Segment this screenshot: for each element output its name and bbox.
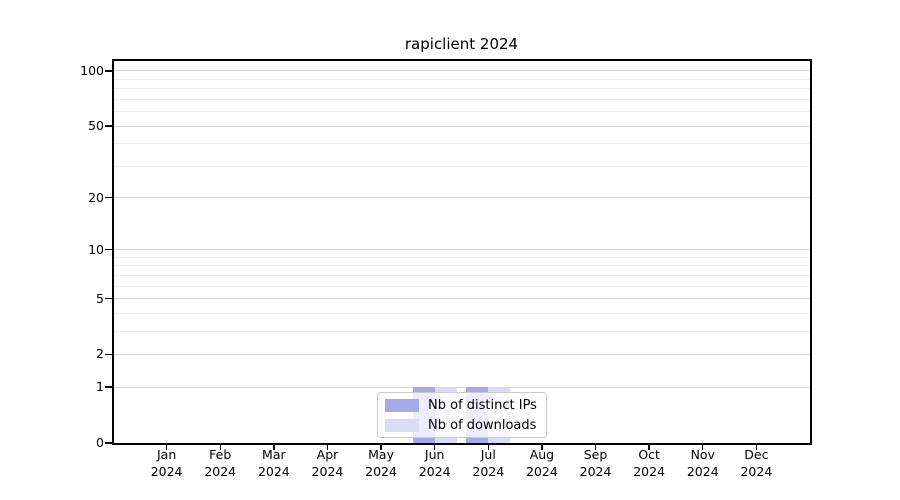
gridline: [114, 256, 810, 258]
gridline: [114, 165, 810, 167]
x-axis-tick: [219, 445, 221, 450]
x-axis-label: May 2024: [353, 447, 409, 480]
legend: Nb of distinct IPs Nb of downloads: [377, 392, 547, 438]
x-axis-label: Mar 2024: [246, 447, 302, 480]
x-axis-label-month: Oct: [638, 447, 660, 462]
y-axis-tick: [105, 249, 113, 251]
x-axis-label-year: 2024: [633, 463, 666, 479]
gridline: [114, 249, 810, 251]
y-axis-label: 0: [96, 435, 104, 450]
y-axis-label: 100: [80, 62, 104, 78]
x-axis-label: Aug 2024: [514, 447, 570, 480]
gridline: [114, 353, 810, 355]
x-axis-tick: [541, 445, 543, 450]
x-axis-tick: [380, 445, 382, 450]
y-axis-label: 1: [96, 379, 104, 395]
legend-row: Nb of downloads: [385, 416, 546, 435]
x-axis-label-month: Nov: [690, 447, 715, 462]
y-axis-tick: [105, 353, 113, 356]
gridline: [114, 312, 810, 314]
gridline: [114, 197, 810, 199]
x-axis-label-month: Dec: [744, 447, 769, 462]
y-axis-tick: [105, 386, 113, 388]
x-axis-label: Oct 2024: [621, 447, 677, 480]
x-axis-label: Jun 2024: [407, 447, 463, 480]
gridline: [114, 386, 810, 388]
x-axis-label: Sep 2024: [568, 447, 624, 480]
x-axis-label: Nov 2024: [675, 447, 731, 480]
x-axis-tick: [165, 445, 168, 450]
x-axis-label-year: 2024: [686, 463, 719, 479]
x-axis-label-year: 2024: [740, 463, 773, 479]
gridline: [114, 98, 810, 100]
legend-swatch: [385, 398, 419, 412]
legend-row: Nb of distinct IPs: [385, 396, 546, 415]
x-axis-label-month: Apr: [316, 447, 339, 462]
x-axis-label: Apr 2024: [299, 447, 355, 480]
x-axis-label-month: Jan: [156, 447, 177, 462]
y-axis-label: 2: [96, 346, 104, 362]
gridline: [114, 125, 810, 127]
y-axis-tick: [105, 70, 113, 72]
y-axis-tick: [105, 125, 113, 127]
gridline: [114, 330, 810, 332]
x-axis-label-month: Jul: [480, 447, 496, 462]
legend-label: Nb of downloads: [428, 417, 537, 433]
y-axis-label: 10: [88, 241, 104, 257]
x-axis-tick: [755, 445, 758, 450]
y-axis-label: 50: [88, 118, 104, 134]
y-axis-tick: [105, 297, 113, 300]
x-axis-label: Dec 2024: [728, 447, 784, 480]
y-axis-label: 5: [96, 290, 104, 306]
gridline: [114, 78, 810, 80]
gridline: [114, 265, 810, 267]
legend-swatch: [385, 418, 419, 432]
x-axis-label-year: 2024: [311, 463, 344, 479]
legend-label: Nb of distinct IPs: [428, 397, 537, 413]
x-axis-label-year: 2024: [579, 463, 612, 479]
x-axis-tick: [273, 445, 275, 450]
x-axis-label-year: 2024: [365, 463, 397, 479]
x-axis-label: Feb 2024: [192, 447, 248, 480]
gridline: [114, 274, 810, 276]
gridline: [114, 70, 810, 72]
x-axis-label-month: Mar: [262, 447, 286, 462]
gridline: [114, 285, 810, 287]
x-axis-label-year: 2024: [204, 463, 237, 479]
gridline: [114, 111, 810, 113]
gridline: [114, 88, 810, 90]
x-axis-label-month: Sep: [583, 447, 608, 462]
x-axis-tick: [594, 445, 597, 450]
x-axis-label: Jan 2024: [139, 447, 195, 480]
gridline: [114, 143, 810, 145]
x-axis-label-month: Aug: [529, 447, 555, 462]
x-axis-tick: [487, 445, 489, 450]
y-axis-tick: [105, 442, 113, 444]
x-axis-tick: [326, 445, 329, 450]
chart-title: rapiclient 2024: [404, 35, 519, 53]
y-axis-tick: [105, 196, 113, 199]
x-axis-label-year: 2024: [257, 463, 290, 479]
x-axis-label-month: May: [368, 447, 394, 462]
y-axis-label: 20: [88, 189, 104, 205]
x-axis-label: Jul 2024: [460, 447, 516, 480]
x-axis-label-month: Jun: [424, 447, 445, 462]
x-axis-tick: [433, 445, 436, 450]
x-axis-label-year: 2024: [526, 463, 558, 479]
x-axis-label-year: 2024: [418, 463, 451, 479]
x-axis-label-month: Feb: [209, 447, 232, 462]
gridline: [114, 298, 810, 300]
x-axis-tick: [648, 445, 650, 450]
x-axis-tick: [702, 445, 704, 450]
x-axis-label-year: 2024: [150, 463, 183, 479]
x-axis-label-year: 2024: [472, 463, 505, 479]
